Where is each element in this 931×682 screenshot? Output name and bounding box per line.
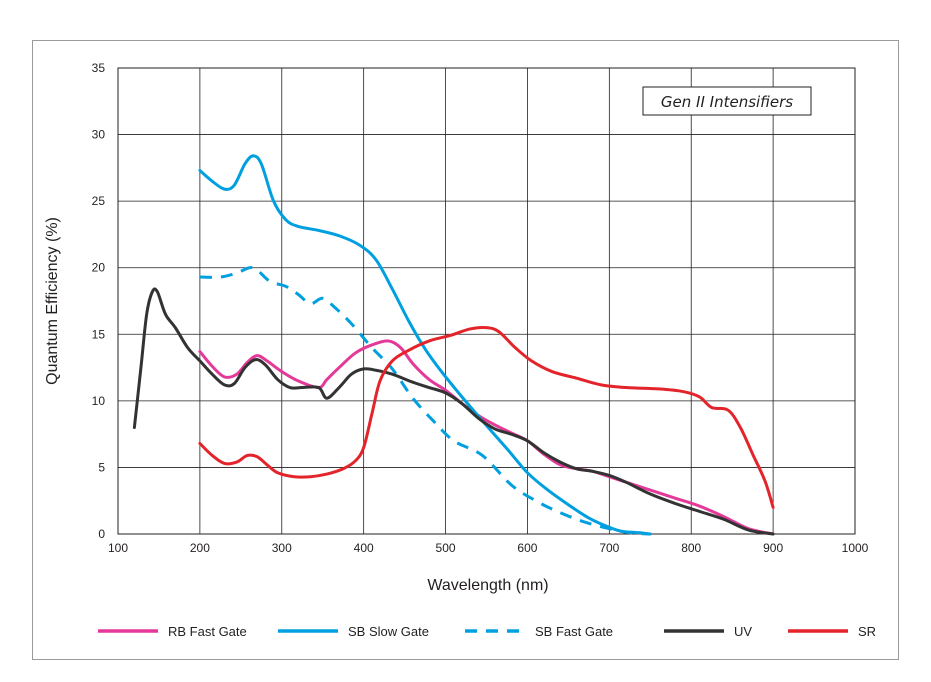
series-line-sr	[198, 325, 775, 509]
x-tick-label: 600	[517, 541, 537, 555]
series-line-sb-fast-gate	[199, 266, 651, 536]
x-tick-label: 400	[354, 541, 374, 555]
x-tick-label: 1000	[842, 541, 869, 555]
x-tick-label: 900	[763, 541, 783, 555]
x-tick-label: 200	[190, 541, 210, 555]
y-tick-label: 0	[98, 527, 105, 541]
series-line-sb-slow-gate	[198, 154, 652, 536]
y-tick-label: 25	[92, 194, 106, 208]
x-tick-labels: 100 200 300 400 500 600 700 800 900 1000	[108, 541, 869, 555]
series-line-uv	[132, 287, 775, 536]
x-tick-label: 100	[108, 541, 128, 555]
chart-annotation: Gen II Intensifiers	[661, 93, 793, 111]
y-tick-labels: 0 5 10 15 20 25 30 35	[92, 61, 106, 541]
legend-label-sb-slow-gate: SB Slow Gate	[348, 624, 429, 639]
series-line-rb-fast-gate	[198, 339, 775, 536]
chart-frame	[32, 40, 899, 660]
legend-label-uv: UV	[734, 624, 752, 639]
x-tick-label: 300	[272, 541, 292, 555]
y-tick-label: 10	[92, 394, 106, 408]
legend-label-sr: SR	[858, 624, 876, 639]
y-tick-label: 35	[92, 61, 106, 75]
x-tick-label: 800	[681, 541, 701, 555]
series-lines	[132, 154, 775, 536]
annotation-box: Gen II Intensifiers	[642, 86, 812, 116]
x-tick-label: 700	[599, 541, 619, 555]
plot-area-border	[117, 67, 856, 535]
y-tick-label: 15	[92, 327, 106, 341]
legend-label-rb-fast-gate: RB Fast Gate	[168, 624, 247, 639]
legend: RB Fast Gate SB Slow Gate SB Fast Gate UV SR	[98, 624, 876, 639]
x-tick-label: 500	[436, 541, 456, 555]
legend-label-sb-fast-gate: SB Fast Gate	[535, 624, 613, 639]
x-axis-title: Wavelength (nm)	[427, 577, 548, 594]
y-axis-title: Quantum Efficiency (%)	[44, 217, 61, 385]
y-tick-label: 30	[92, 128, 106, 142]
y-tick-label: 5	[98, 460, 105, 474]
y-tick-label: 20	[92, 261, 106, 275]
